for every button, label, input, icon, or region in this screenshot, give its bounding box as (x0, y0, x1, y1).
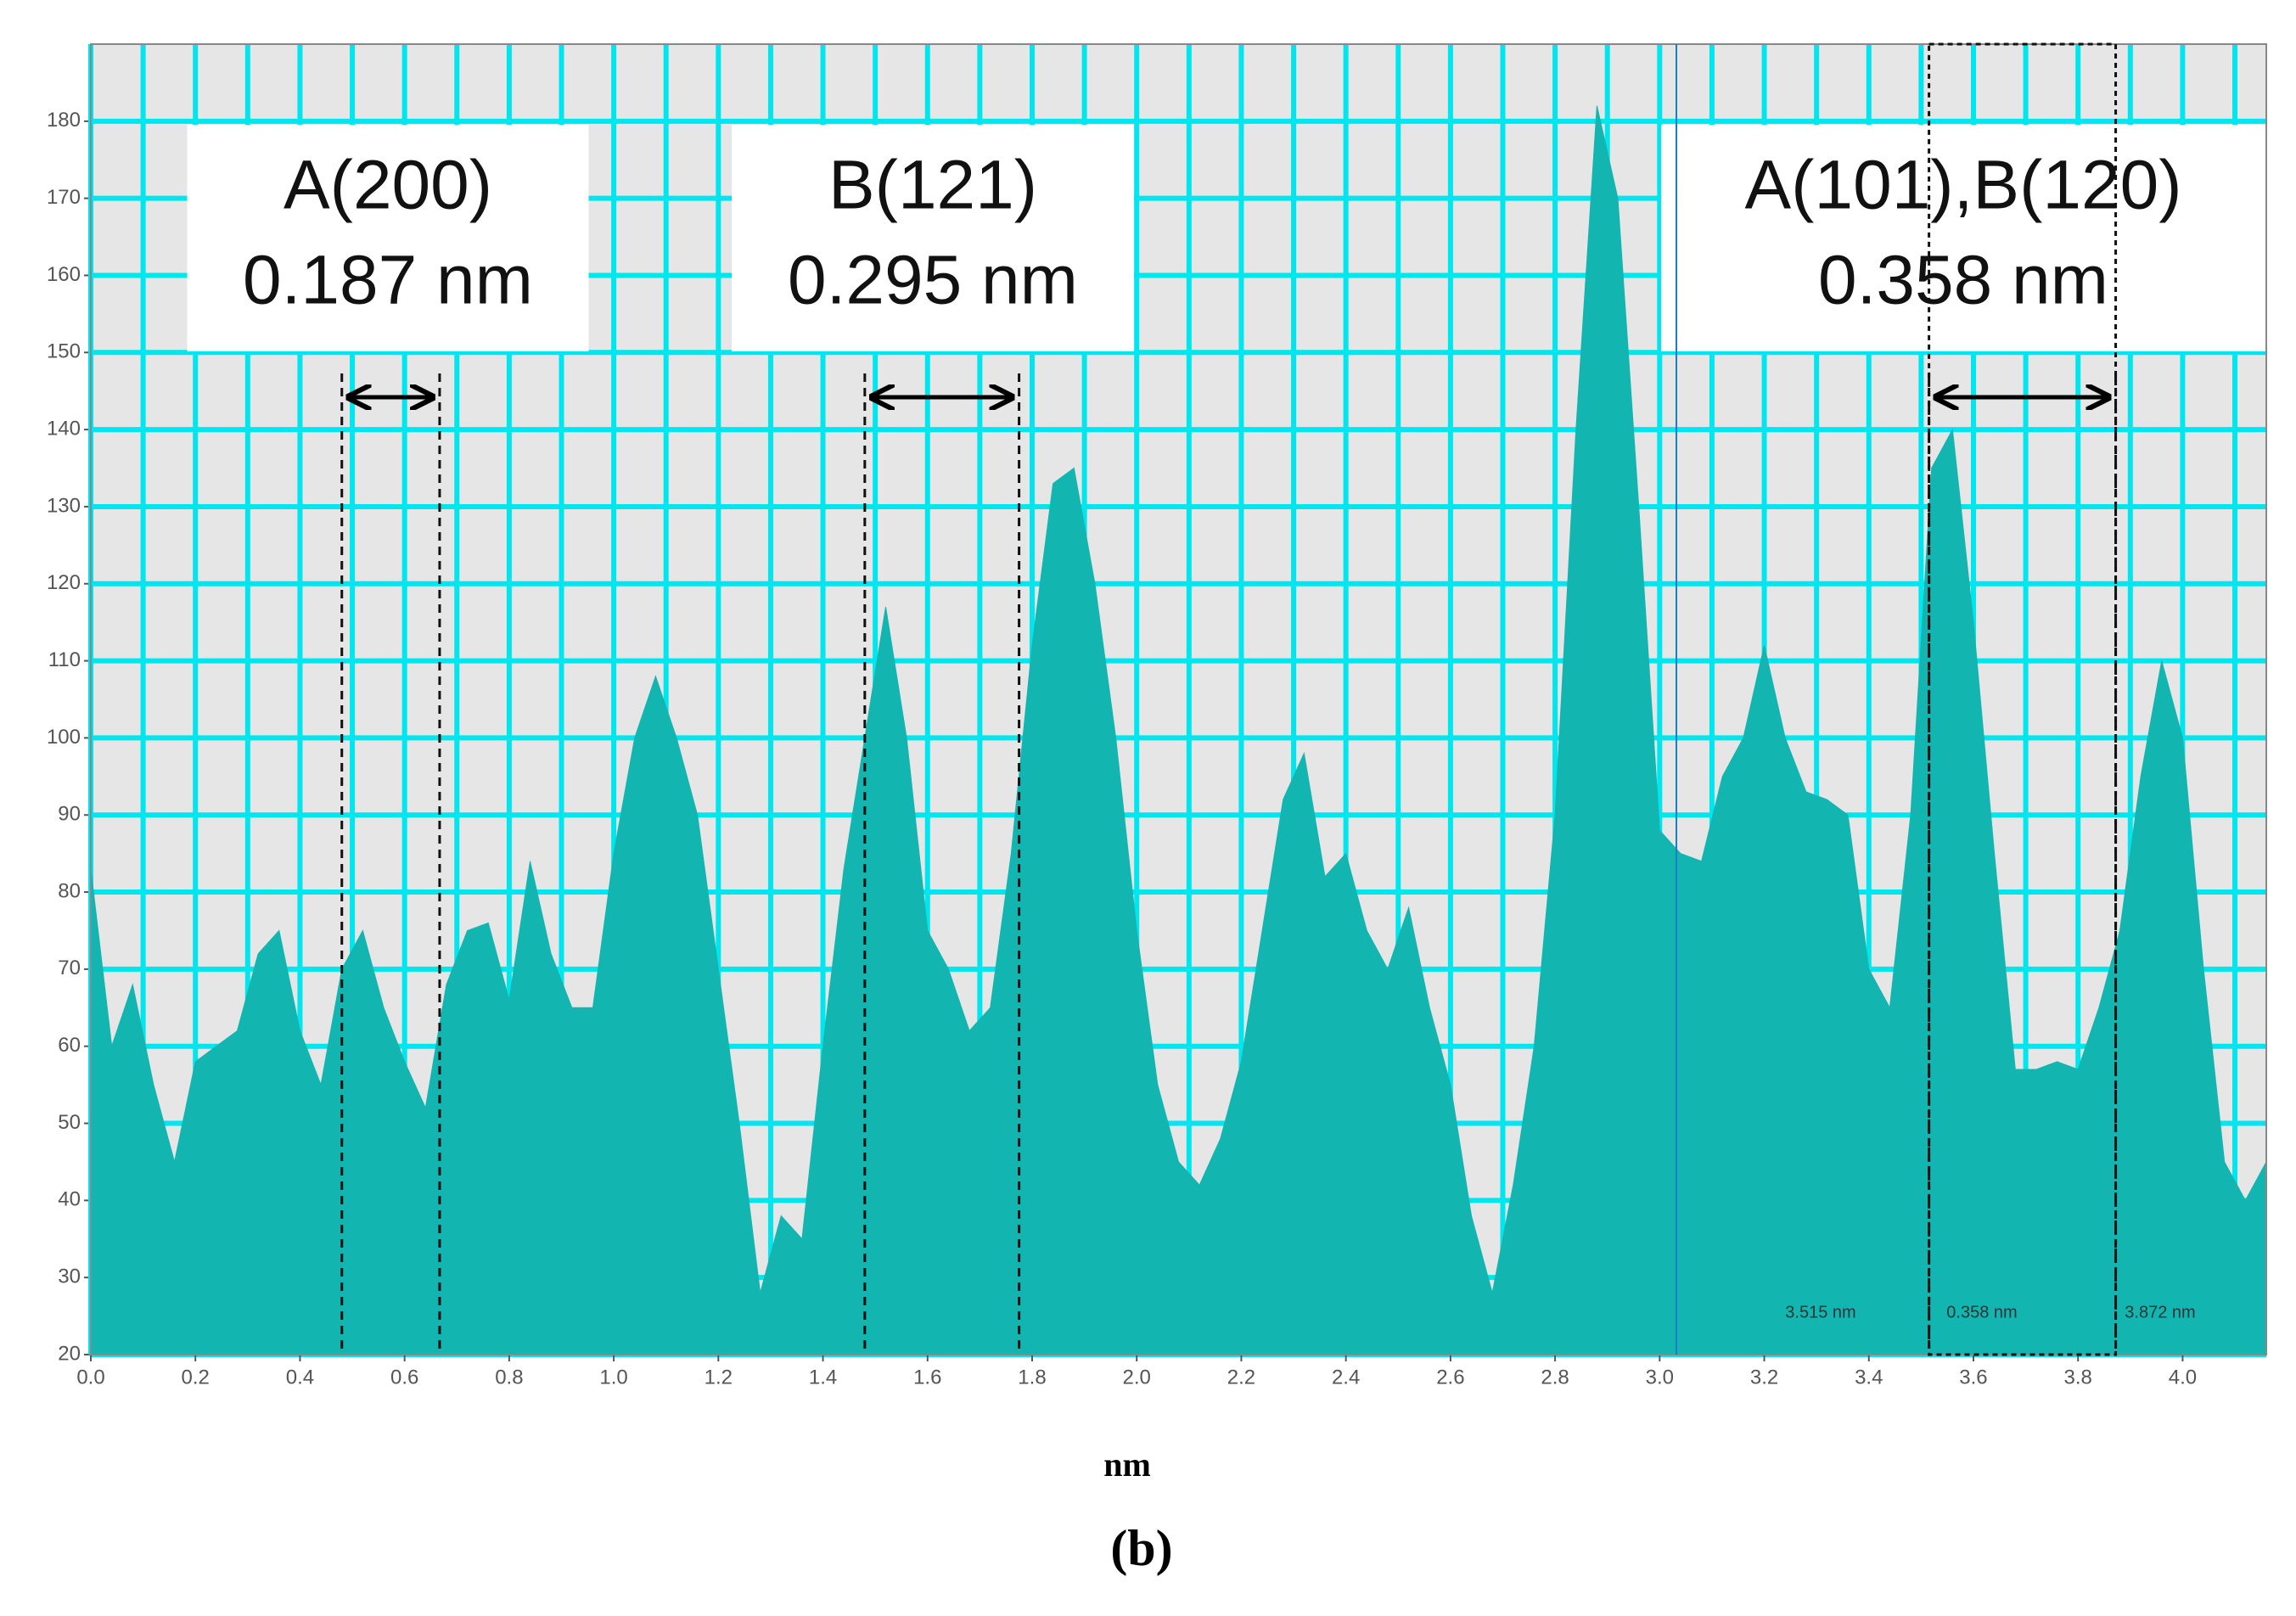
y-tick-label: 130 (47, 494, 81, 517)
cursor-label: 0.358 nm (1946, 1303, 2017, 1321)
x-tick-label: 2.0 (1123, 1366, 1151, 1389)
x-tick-label: 1.2 (705, 1366, 733, 1389)
caption: (b) (1110, 1520, 1172, 1576)
x-tick-label: 0.4 (286, 1366, 314, 1389)
annotation-label: B(121) (828, 147, 1037, 224)
annotation-value: 0.187 nm (243, 242, 533, 319)
y-tick-label: 30 (58, 1265, 81, 1288)
y-tick-label: 70 (58, 957, 81, 979)
y-tick-label: 50 (58, 1111, 81, 1134)
cursor-box (1928, 42, 2118, 1356)
y-tick-label: 150 (47, 340, 81, 363)
x-tick-label: 0.6 (390, 1366, 418, 1389)
x-tick-label: 2.4 (1332, 1366, 1360, 1389)
y-tick-label: 170 (47, 186, 81, 209)
plot-frame (90, 43, 2267, 1355)
x-axis-label: nm (1103, 1445, 1151, 1484)
x-tick-label: 0.2 (182, 1366, 210, 1389)
annotation-label: A(101),B(120) (1744, 147, 2181, 224)
annotation-box (1661, 125, 2265, 351)
x-tick-label: 1.8 (1018, 1366, 1046, 1389)
y-tick-label: 60 (58, 1034, 81, 1057)
x-tick-label: 1.6 (913, 1366, 941, 1389)
cursor-label: 3.872 nm (2125, 1303, 2195, 1321)
x-tick-label: 1.0 (599, 1366, 627, 1389)
y-tick-label: 90 (58, 803, 81, 826)
y-tick-label: 110 (48, 648, 81, 671)
y-tick-label: 160 (47, 263, 81, 286)
annotation-value: 0.358 nm (1818, 242, 2108, 319)
y-tick-label: 100 (47, 726, 81, 749)
x-tick-label: 0.0 (76, 1366, 104, 1389)
annotation-box (732, 125, 1134, 351)
profile-area (90, 105, 2267, 1355)
annotation-label: A(200) (283, 147, 492, 224)
x-tick-label: 1.4 (809, 1366, 837, 1389)
x-tick-label: 3.6 (1959, 1366, 1987, 1389)
y-tick-label: 40 (58, 1188, 81, 1211)
x-tick-label: 3.0 (1646, 1366, 1674, 1389)
x-tick-label: 4.0 (2169, 1366, 2197, 1389)
y-tick-label: 180 (47, 109, 81, 132)
annotation-value: 0.295 nm (788, 242, 1078, 319)
annotation-box (187, 125, 589, 351)
x-tick-label: 3.8 (2064, 1366, 2092, 1389)
x-tick-label: 2.6 (1436, 1366, 1464, 1389)
x-tick-label: 2.8 (1541, 1366, 1569, 1389)
y-tick-label: 20 (58, 1342, 81, 1365)
x-tick-label: 3.2 (1750, 1366, 1778, 1389)
y-tick-label: 120 (47, 571, 81, 594)
y-tick-label: 80 (58, 879, 81, 902)
x-tick-label: 0.8 (495, 1366, 523, 1389)
x-tick-label: 2.2 (1227, 1366, 1255, 1389)
cursor-label: 3.515 nm (1785, 1303, 1855, 1321)
x-tick-label: 3.4 (1855, 1366, 1883, 1389)
y-tick-label: 140 (47, 417, 81, 440)
